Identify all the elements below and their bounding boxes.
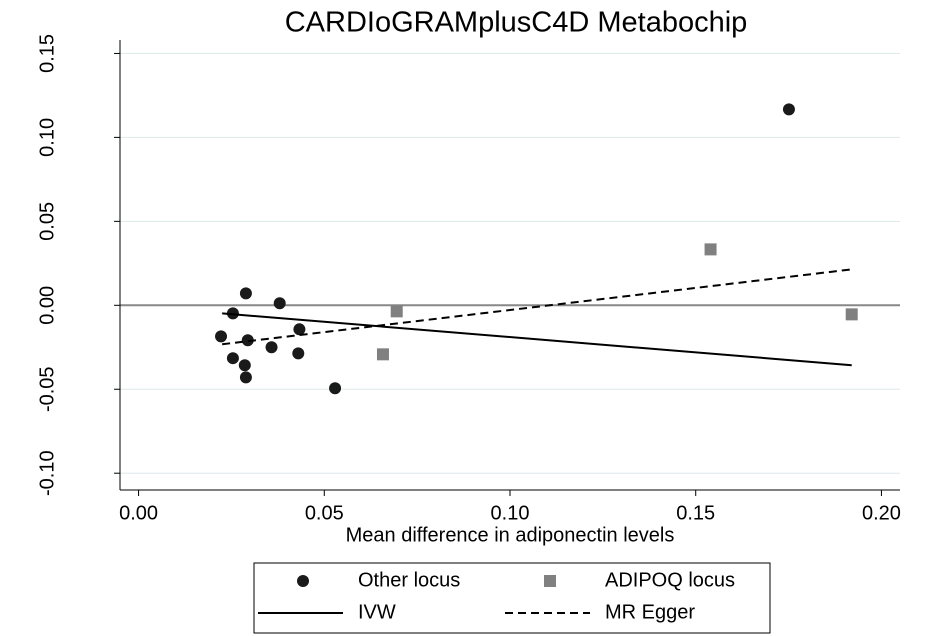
point — [239, 287, 252, 300]
point — [239, 371, 252, 384]
legend-label: ADIPOQ locus — [605, 569, 735, 591]
legend-label: Other locus — [358, 569, 460, 591]
point — [329, 382, 342, 395]
y-tick-label: -0.10 — [36, 450, 58, 496]
fit-line — [222, 312, 852, 367]
point — [215, 330, 228, 343]
point — [265, 341, 278, 354]
x-tick-label: 0.10 — [491, 502, 530, 524]
point — [226, 352, 239, 365]
y-tick-label: 0.15 — [36, 34, 58, 73]
legend-marker — [297, 575, 309, 587]
x-tick-label: 0.00 — [119, 502, 158, 524]
chart-title: CARDIoGRAMplusC4D Metabochip — [285, 7, 748, 39]
x-axis-label: Mean difference in adiponectin levels — [346, 524, 675, 546]
point — [241, 334, 254, 347]
point — [390, 305, 403, 318]
point — [376, 348, 389, 361]
x-tick-label: 0.05 — [305, 502, 344, 524]
point — [293, 323, 306, 336]
legend-marker — [544, 575, 556, 587]
y-tick-label: 0.05 — [36, 202, 58, 241]
legend-label: IVW — [358, 601, 396, 623]
fit-line — [222, 268, 852, 346]
x-tick-label: 0.15 — [676, 502, 715, 524]
point — [273, 297, 286, 310]
legend-label: MR Egger — [605, 601, 695, 623]
y-tick-label: 0.10 — [36, 118, 58, 157]
legend-box — [253, 562, 771, 634]
point — [704, 243, 717, 256]
y-tick-label: -0.05 — [36, 366, 58, 412]
point — [782, 103, 795, 116]
point — [238, 359, 251, 372]
point — [292, 347, 305, 360]
x-tick-label: 0.20 — [862, 502, 901, 524]
y-tick-label: 0.00 — [36, 286, 58, 325]
point — [845, 308, 858, 321]
